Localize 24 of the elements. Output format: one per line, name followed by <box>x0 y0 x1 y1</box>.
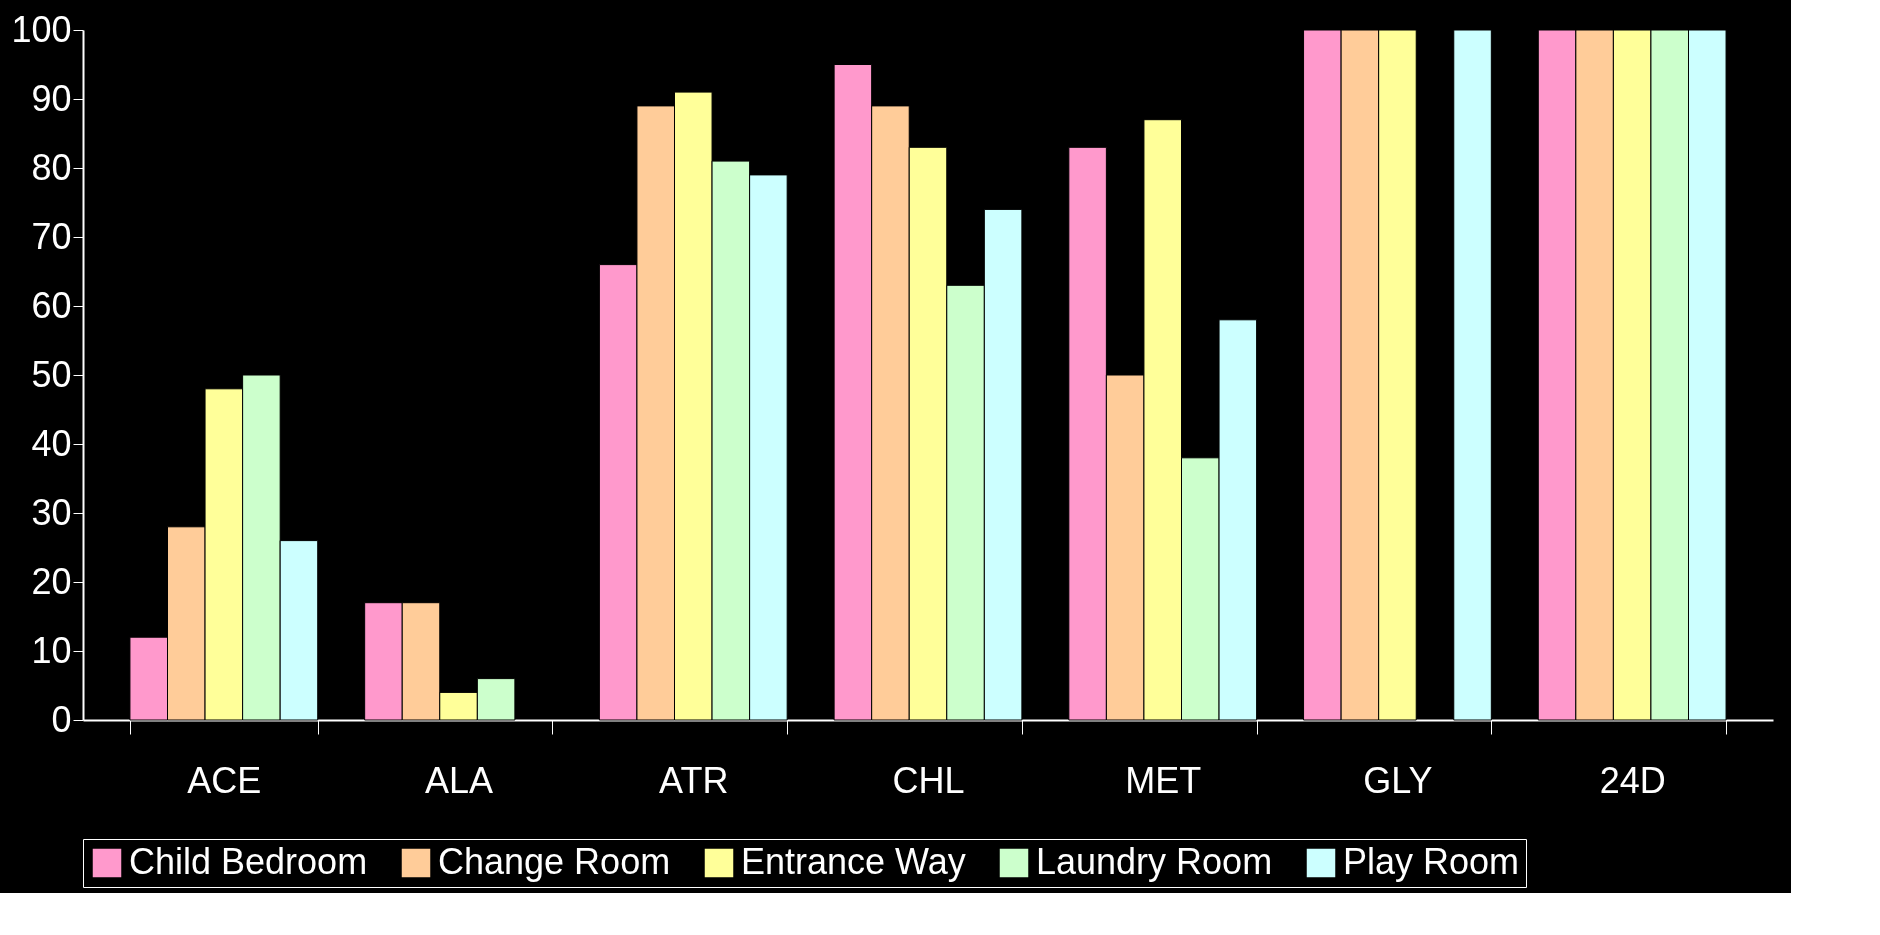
y-tick-label: 70 <box>31 215 72 257</box>
y-tick-label: 20 <box>31 560 72 602</box>
legend-label: Child Bedroom <box>129 841 368 882</box>
y-tick-label: 90 <box>31 77 72 119</box>
x-tick-label: GLY <box>1363 759 1433 801</box>
x-tick-label: ALA <box>425 759 494 801</box>
x-tick-label: ATR <box>659 759 729 801</box>
legend-label: Laundry Room <box>1036 841 1273 882</box>
y-tick-label: 100 <box>11 8 72 50</box>
legend-label: Play Room <box>1343 841 1520 882</box>
x-tick-label: MET <box>1125 759 1202 801</box>
x-tick-label: ACE <box>187 759 262 801</box>
y-tick-label: 0 <box>51 698 72 740</box>
y-tick-label: 30 <box>31 491 72 533</box>
y-tick-label: 10 <box>31 629 72 671</box>
x-tick-label: CHL <box>892 759 965 801</box>
y-tick-label: 60 <box>31 284 72 326</box>
x-tick-label: 24D <box>1599 759 1666 801</box>
bar <box>1453 29 1492 721</box>
legend-label: Change Room <box>438 841 671 882</box>
y-tick-label: 40 <box>31 422 72 464</box>
y-tick-label: 80 <box>31 146 72 188</box>
legend-label: Entrance Way <box>741 841 966 882</box>
y-tick-label: 50 <box>31 353 72 395</box>
